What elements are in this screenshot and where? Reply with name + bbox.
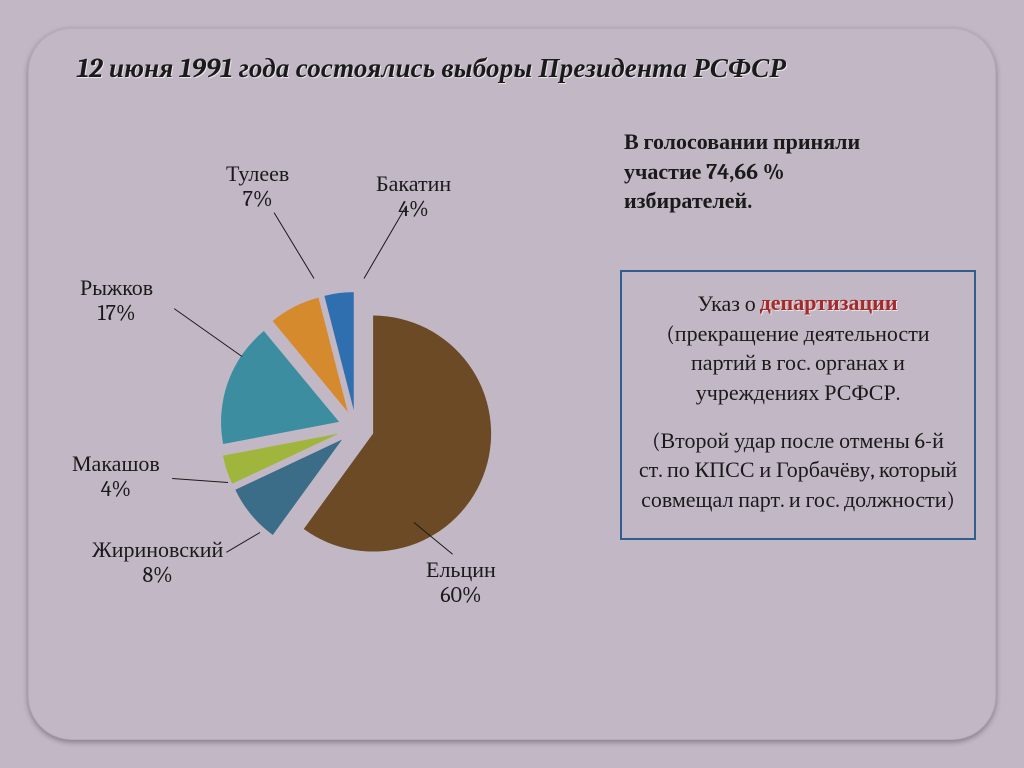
info-para2: (Второй удар после отмены 6-й ст. по КПС…	[638, 427, 958, 516]
pie-label-Бакатин: Бакатин 4%	[376, 172, 451, 223]
pie-label-Макашов: Макашов 4%	[72, 452, 160, 503]
turnout-line3: избирателей.	[624, 188, 752, 214]
turnout-line1: В голосовании приняли	[624, 129, 860, 155]
turnout-text: В голосовании приняли участие 74,66 % из…	[624, 128, 964, 217]
info-box: Указ о департизациидепартизации (прекращ…	[620, 270, 976, 540]
highlight-word: департизациидепартизации	[761, 290, 899, 320]
pie-chart: Ельцин 60%Жириновский 8%Макашов 4%Рыжков…	[76, 138, 596, 658]
pie-label-Рыжков: Рыжков 17%	[80, 276, 153, 327]
spacer	[638, 409, 958, 427]
info-para1-pre: Указ о	[697, 291, 760, 317]
turnout-line2-prefix: участие	[624, 159, 706, 185]
info-para1: Указ о департизациидепартизации (прекращ…	[638, 290, 958, 409]
pie-label-Тулеев: Тулеев 7%	[226, 162, 289, 213]
pie-label-Ельцин: Ельцин 60%	[426, 558, 496, 609]
turnout-percent: 74,66 %	[706, 159, 784, 185]
slide-card: 12 июня 1991 года состоялись выборы През…	[28, 28, 996, 740]
pie-label-Жириновский: Жириновский 8%	[92, 538, 223, 589]
info-para1-rest: (прекращение деятельности партий в гос. …	[666, 321, 929, 406]
title-text: 12 июня 1991 года состоялись выборы През…	[77, 53, 786, 84]
